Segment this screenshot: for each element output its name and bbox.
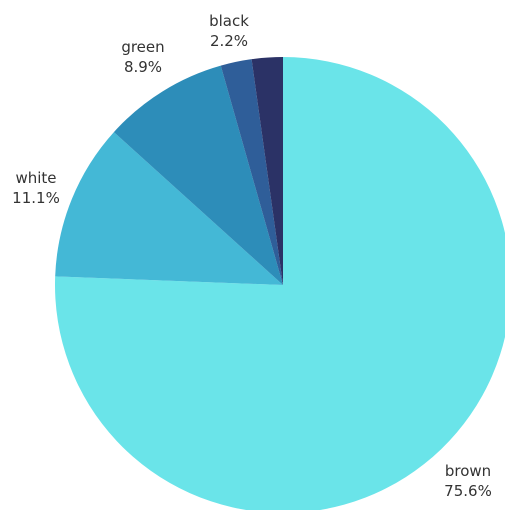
slice-percent-black: 2.2% <box>210 32 248 50</box>
pie-slice-white <box>55 132 283 285</box>
pie-labels: brown 75.6% white 11.1% green 8.9% black 2.2% <box>12 12 492 500</box>
pie-slices <box>55 57 505 510</box>
slice-label-black: black <box>209 12 249 30</box>
pie-slice-slice-3 <box>220 59 283 286</box>
slice-label-white: white <box>15 169 56 187</box>
slice-percent-green: 8.9% <box>124 58 162 76</box>
slice-percent-brown: 75.6% <box>444 482 492 500</box>
pie-slice-black <box>251 57 283 285</box>
slice-percent-white: 11.1% <box>12 189 60 207</box>
slice-label-brown: brown <box>445 462 491 480</box>
pie-slice-brown <box>55 57 505 510</box>
pie-slice-green <box>113 65 283 286</box>
slice-label-green: green <box>121 38 164 56</box>
